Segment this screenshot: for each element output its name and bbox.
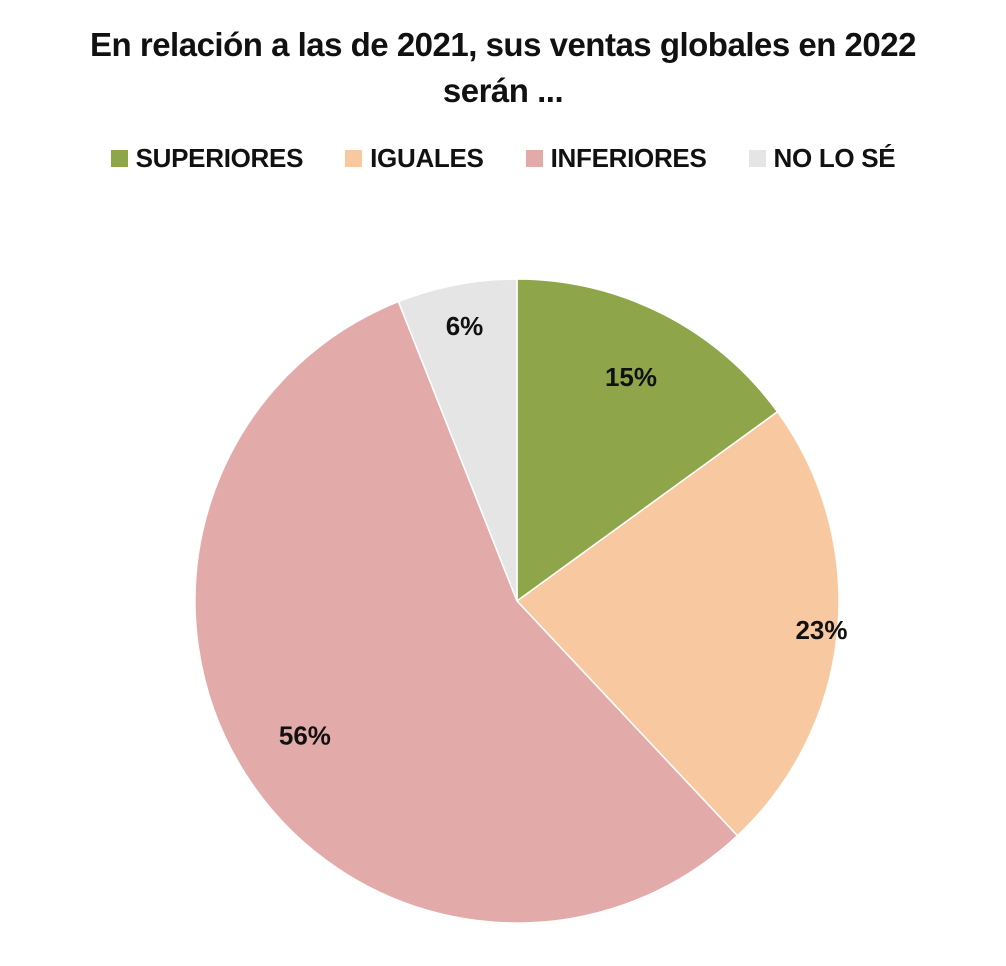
legend-label-inferiores: INFERIORES bbox=[550, 143, 707, 173]
legend-item-inferiores: INFERIORES bbox=[525, 143, 707, 174]
pie-slice-inferiores bbox=[194, 300, 739, 924]
chart-title: En relación a las de 2021, sus ventas gl… bbox=[0, 22, 1006, 114]
legend-swatch-no-lo-se bbox=[748, 150, 766, 167]
data-label-superiores: 15% bbox=[605, 362, 657, 392]
pie-slices bbox=[194, 278, 840, 924]
legend-item-iguales: IGUALES bbox=[345, 143, 484, 174]
data-label-no-lo-se: 6% bbox=[446, 311, 484, 341]
legend-label-superiores: SUPERIORES bbox=[135, 143, 304, 173]
legend-item-superiores: SUPERIORES bbox=[110, 143, 304, 174]
legend-swatch-superiores bbox=[110, 150, 128, 167]
pie-slice-iguales bbox=[515, 410, 840, 837]
data-label-iguales: 23% bbox=[795, 615, 847, 645]
legend-label-no-lo-se: NO LO SÉ bbox=[773, 143, 896, 173]
legend-swatch-inferiores bbox=[525, 150, 543, 167]
pie-slice-superiores bbox=[516, 278, 779, 603]
chart-title-line-2: serán ... bbox=[442, 72, 564, 109]
pie-slice-no-lo-se bbox=[397, 278, 518, 602]
chart-legend: SUPERIORES IGUALES INFERIORES NO LO SÉ bbox=[0, 143, 1006, 174]
legend-item-no-lo-se: NO LO SÉ bbox=[748, 143, 896, 174]
legend-label-iguales: IGUALES bbox=[370, 143, 484, 173]
chart-title-line-1: En relación a las de 2021, sus ventas gl… bbox=[90, 26, 916, 63]
legend-swatch-iguales bbox=[345, 150, 363, 167]
pie-labels: 15% 23% 56% 6% bbox=[279, 311, 848, 751]
data-label-inferiores: 56% bbox=[279, 721, 331, 751]
